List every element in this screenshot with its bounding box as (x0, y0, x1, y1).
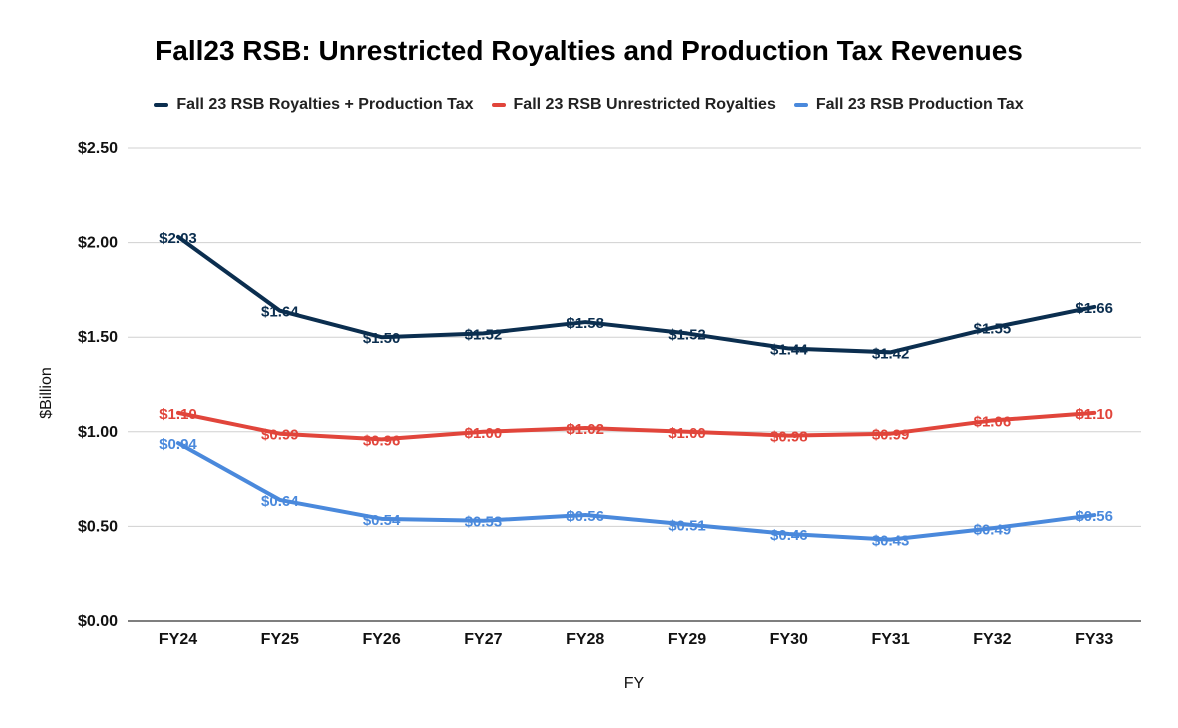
data-label: $2.03 (159, 230, 197, 247)
data-label: $0.51 (668, 518, 706, 535)
data-label: $0.94 (159, 436, 197, 453)
data-point (176, 441, 180, 445)
legend-item[interactable]: Fall 23 RSB Production Tax (793, 96, 1024, 114)
data-point (1092, 411, 1096, 415)
data-point (787, 532, 791, 536)
data-label: $0.99 (872, 427, 910, 444)
data-label: $1.10 (159, 406, 197, 423)
y-tick-label: $1.00 (78, 424, 118, 441)
data-label: $1.55 (974, 321, 1012, 338)
data-label: $0.43 (872, 533, 910, 550)
data-point (889, 432, 893, 436)
x-axis-title: FY (624, 675, 645, 692)
legend-item[interactable]: Fall 23 RSB Unrestricted Royalties (491, 96, 776, 114)
data-point (380, 335, 384, 339)
data-label: $0.98 (770, 429, 808, 446)
data-point (889, 538, 893, 542)
x-tick-label: FY31 (871, 631, 909, 648)
data-point (278, 309, 282, 313)
data-point (990, 326, 994, 330)
data-label: $0.49 (974, 521, 1012, 538)
y-axis-title: $Billion (38, 367, 55, 419)
data-label: $1.64 (261, 304, 299, 321)
data-point (990, 418, 994, 422)
data-label: $1.00 (668, 425, 706, 442)
y-tick-label: $2.50 (78, 140, 118, 157)
data-label: $1.50 (363, 330, 401, 347)
x-tick-label: FY25 (261, 631, 299, 648)
data-label: $1.58 (566, 315, 604, 332)
data-point (1092, 513, 1096, 517)
legend-swatch (491, 103, 506, 107)
legend-swatch (154, 103, 169, 107)
data-point (380, 437, 384, 441)
data-label: $0.54 (363, 512, 401, 529)
data-label: $1.44 (770, 342, 808, 359)
data-label: $1.10 (1075, 406, 1113, 423)
legend-label: Fall 23 RSB Production Tax (815, 96, 1024, 113)
x-tick-label: FY24 (159, 631, 197, 648)
data-point (889, 350, 893, 354)
series-line (176, 234, 1097, 355)
data-label: $1.66 (1075, 300, 1113, 317)
data-point (176, 235, 180, 239)
data-point (787, 347, 791, 351)
data-label: $1.02 (566, 421, 604, 438)
data-label: $0.99 (261, 427, 299, 444)
data-point (787, 434, 791, 438)
data-label: $0.56 (1075, 508, 1113, 525)
x-tick-label: FY33 (1075, 631, 1113, 648)
data-label: $0.96 (363, 432, 401, 449)
x-tick-label: FY26 (362, 631, 400, 648)
data-label: $1.42 (872, 345, 910, 362)
legend-label: Fall 23 RSB Unrestricted Royalties (513, 96, 776, 113)
y-tick-label: $0.50 (78, 518, 118, 535)
data-point (583, 513, 587, 517)
data-point (176, 411, 180, 415)
data-label: $1.06 (974, 413, 1012, 430)
legend-item[interactable]: Fall 23 RSB Royalties + Production Tax (154, 96, 474, 114)
y-tick-label: $2.00 (78, 235, 118, 252)
y-tick-label: $0.00 (78, 613, 118, 630)
x-tick-label: FY29 (668, 631, 706, 648)
data-label: $1.52 (668, 326, 706, 343)
data-point (583, 320, 587, 324)
data-point (481, 331, 485, 335)
data-label: $0.56 (566, 508, 604, 525)
data-point (685, 430, 689, 434)
x-tick-label: FY30 (770, 631, 808, 648)
data-point (481, 430, 485, 434)
data-point (1092, 305, 1096, 309)
data-point (685, 331, 689, 335)
x-tick-label: FY27 (464, 631, 502, 648)
x-tick-label: FY32 (973, 631, 1011, 648)
legend-label: Fall 23 RSB Royalties + Production Tax (176, 96, 474, 113)
legend: Fall 23 RSB Royalties + Production Tax Fa… (0, 96, 1178, 114)
data-label: $1.00 (465, 425, 503, 442)
series-line (176, 441, 1097, 542)
data-label: $0.53 (465, 514, 503, 531)
data-point (481, 519, 485, 523)
data-point (583, 426, 587, 430)
data-point (990, 526, 994, 530)
data-point (278, 498, 282, 502)
legend-swatch (793, 103, 808, 107)
data-label: $0.46 (770, 527, 808, 544)
y-tick-label: $1.50 (78, 329, 118, 346)
data-label: $0.64 (261, 493, 299, 510)
data-point (278, 432, 282, 436)
x-tick-label: FY28 (566, 631, 604, 648)
data-label: $1.52 (465, 326, 503, 343)
data-point (685, 523, 689, 527)
chart-title: Fall23 RSB: Unrestricted Royalties and P… (155, 35, 1023, 66)
series-line (176, 410, 1097, 442)
data-point (380, 517, 384, 521)
